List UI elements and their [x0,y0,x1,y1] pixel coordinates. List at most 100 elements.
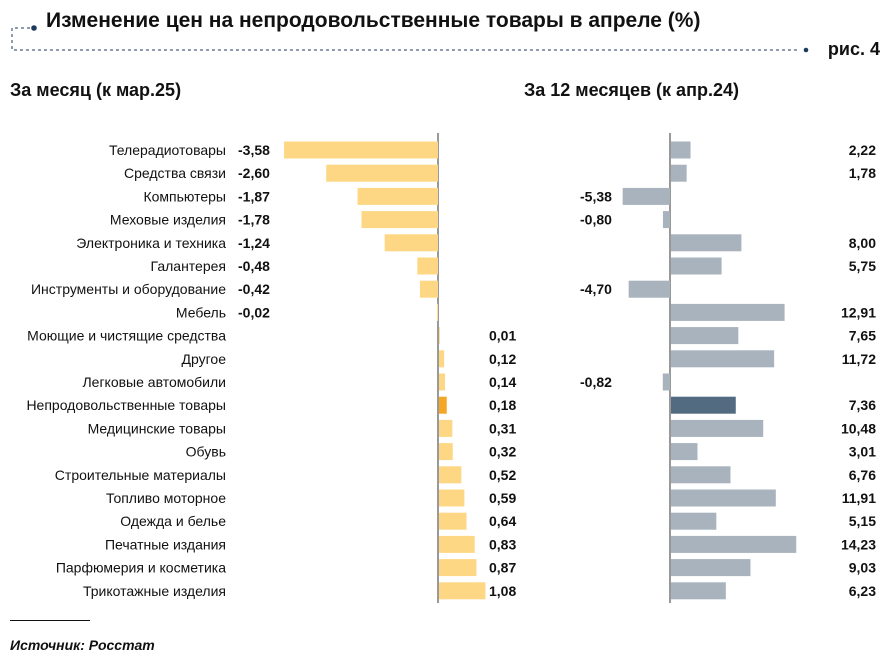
yearly-bar [671,327,739,345]
yearly-bar [671,303,785,321]
yearly-bar [662,211,670,229]
category-label: Легковые автомобили [82,374,226,390]
frame-end-dot [803,47,809,53]
yearly-value-label: 11,72 [842,351,876,367]
category-label: Меховые изделия [110,212,226,228]
monthly-value-label: 1,08 [489,583,516,599]
yearly-value-label: -4,70 [580,281,612,297]
yearly-bar [662,373,670,391]
monthly-value-label: 0,83 [489,536,516,552]
category-label: Телерадиотовары [109,142,226,158]
monthly-value-label: -3,58 [238,142,270,158]
yearly-value-label: 11,91 [842,490,876,506]
monthly-bar [439,396,447,414]
yearly-bar [671,512,717,530]
monthly-bar [437,303,438,321]
yearly-bar [671,443,698,461]
yearly-value-label: 14,23 [841,536,876,552]
category-label: Одежда и белье [120,513,226,529]
category-label: Средства связи [124,165,226,181]
monthly-value-label: -1,87 [238,188,270,204]
yearly-value-label: 8,00 [849,235,876,251]
monthly-chart-title: За месяц (к мар.25) [10,80,182,100]
monthly-bar [357,187,438,205]
monthly-value-label: -2,60 [238,165,270,181]
monthly-bar [384,234,438,252]
yearly-bar [671,396,736,414]
monthly-value-label: 0,14 [489,374,516,390]
yearly-bar [622,187,670,205]
yearly-value-label: 9,03 [849,560,876,576]
monthly-bar [439,512,467,530]
monthly-bar [439,489,465,507]
category-label: Трикотажные изделия [83,583,226,599]
yearly-bar [671,234,742,252]
monthly-value-label: 0,31 [489,420,516,436]
yearly-bar [671,350,775,368]
monthly-value-label: -0,48 [238,258,270,274]
category-label: Парфюмерия и косметика [56,560,226,576]
chart-title: Изменение цен на непродовольственные тов… [46,9,701,32]
yearly-bar [671,164,687,182]
yearly-value-label: 5,15 [849,513,876,529]
monthly-chart: Телерадиотовары -3,58 Средства связи -2,60 К… [26,133,516,603]
monthly-value-label: 0,52 [489,467,516,483]
yearly-chart-title: За 12 месяцев (к апр.24) [524,80,739,100]
yearly-value-label: 3,01 [849,444,876,460]
monthly-bar [284,141,438,159]
yearly-bar [671,466,731,484]
monthly-bar [439,419,453,437]
monthly-bar [439,327,440,345]
yearly-value-label: 5,75 [849,258,876,274]
category-label: Мебель [176,304,226,320]
monthly-value-label: -1,78 [238,212,270,228]
yearly-value-label: 7,36 [849,397,876,413]
yearly-value-label: 7,65 [849,328,876,344]
yearly-bar [671,419,764,437]
category-label: Непродовольственные товары [26,397,226,413]
monthly-bar [326,164,438,182]
yearly-value-label: 10,48 [841,420,876,436]
monthly-bar [439,373,446,391]
category-label: Электроника и техника [76,235,226,251]
monthly-bar [419,280,438,298]
monthly-bar [439,559,477,577]
monthly-value-label: -0,42 [238,281,270,297]
yearly-value-label: -0,80 [580,212,612,228]
monthly-value-label: 0,12 [489,351,516,367]
monthly-value-label: 0,87 [489,560,516,576]
category-label: Обувь [186,444,226,460]
monthly-bar [439,535,475,553]
monthly-bar [439,466,462,484]
yearly-value-label: -0,82 [580,374,612,390]
yearly-bar [671,535,797,553]
monthly-value-label: -0,02 [238,304,270,320]
monthly-value-label: 0,18 [489,397,516,413]
yearly-bar [671,257,722,275]
category-label: Строительные материалы [55,467,226,483]
monthly-value-label: 0,32 [489,444,516,460]
yearly-bar [671,489,776,507]
title-dashed-frame [11,27,800,51]
category-label: Другое [182,351,227,367]
yearly-bar [628,280,670,298]
title-dot [31,25,37,31]
yearly-value-label: 2,22 [849,142,876,158]
yearly-value-label: 1,78 [849,165,876,181]
monthly-value-label: 0,01 [489,328,516,344]
monthly-value-label: -1,24 [238,235,270,251]
title-decoration [11,25,809,53]
figure-label: рис. 4 [827,39,880,59]
yearly-value-label: 6,76 [849,467,876,483]
yearly-chart: 2,22 1,78 -5,38 -0,80 8,00 5,75 -4,70 12,91 7,65… [580,133,876,603]
yearly-bar [671,141,691,159]
source-note: Источник: Росстат [10,637,155,653]
monthly-bar [439,443,453,461]
category-label: Топливо моторное [106,490,226,506]
category-label: Инструменты и оборудование [31,281,226,297]
yearly-value-label: -5,38 [580,188,612,204]
yearly-value-label: 6,23 [849,583,876,599]
yearly-bar [671,559,751,577]
category-label: Печатные издания [105,536,226,552]
